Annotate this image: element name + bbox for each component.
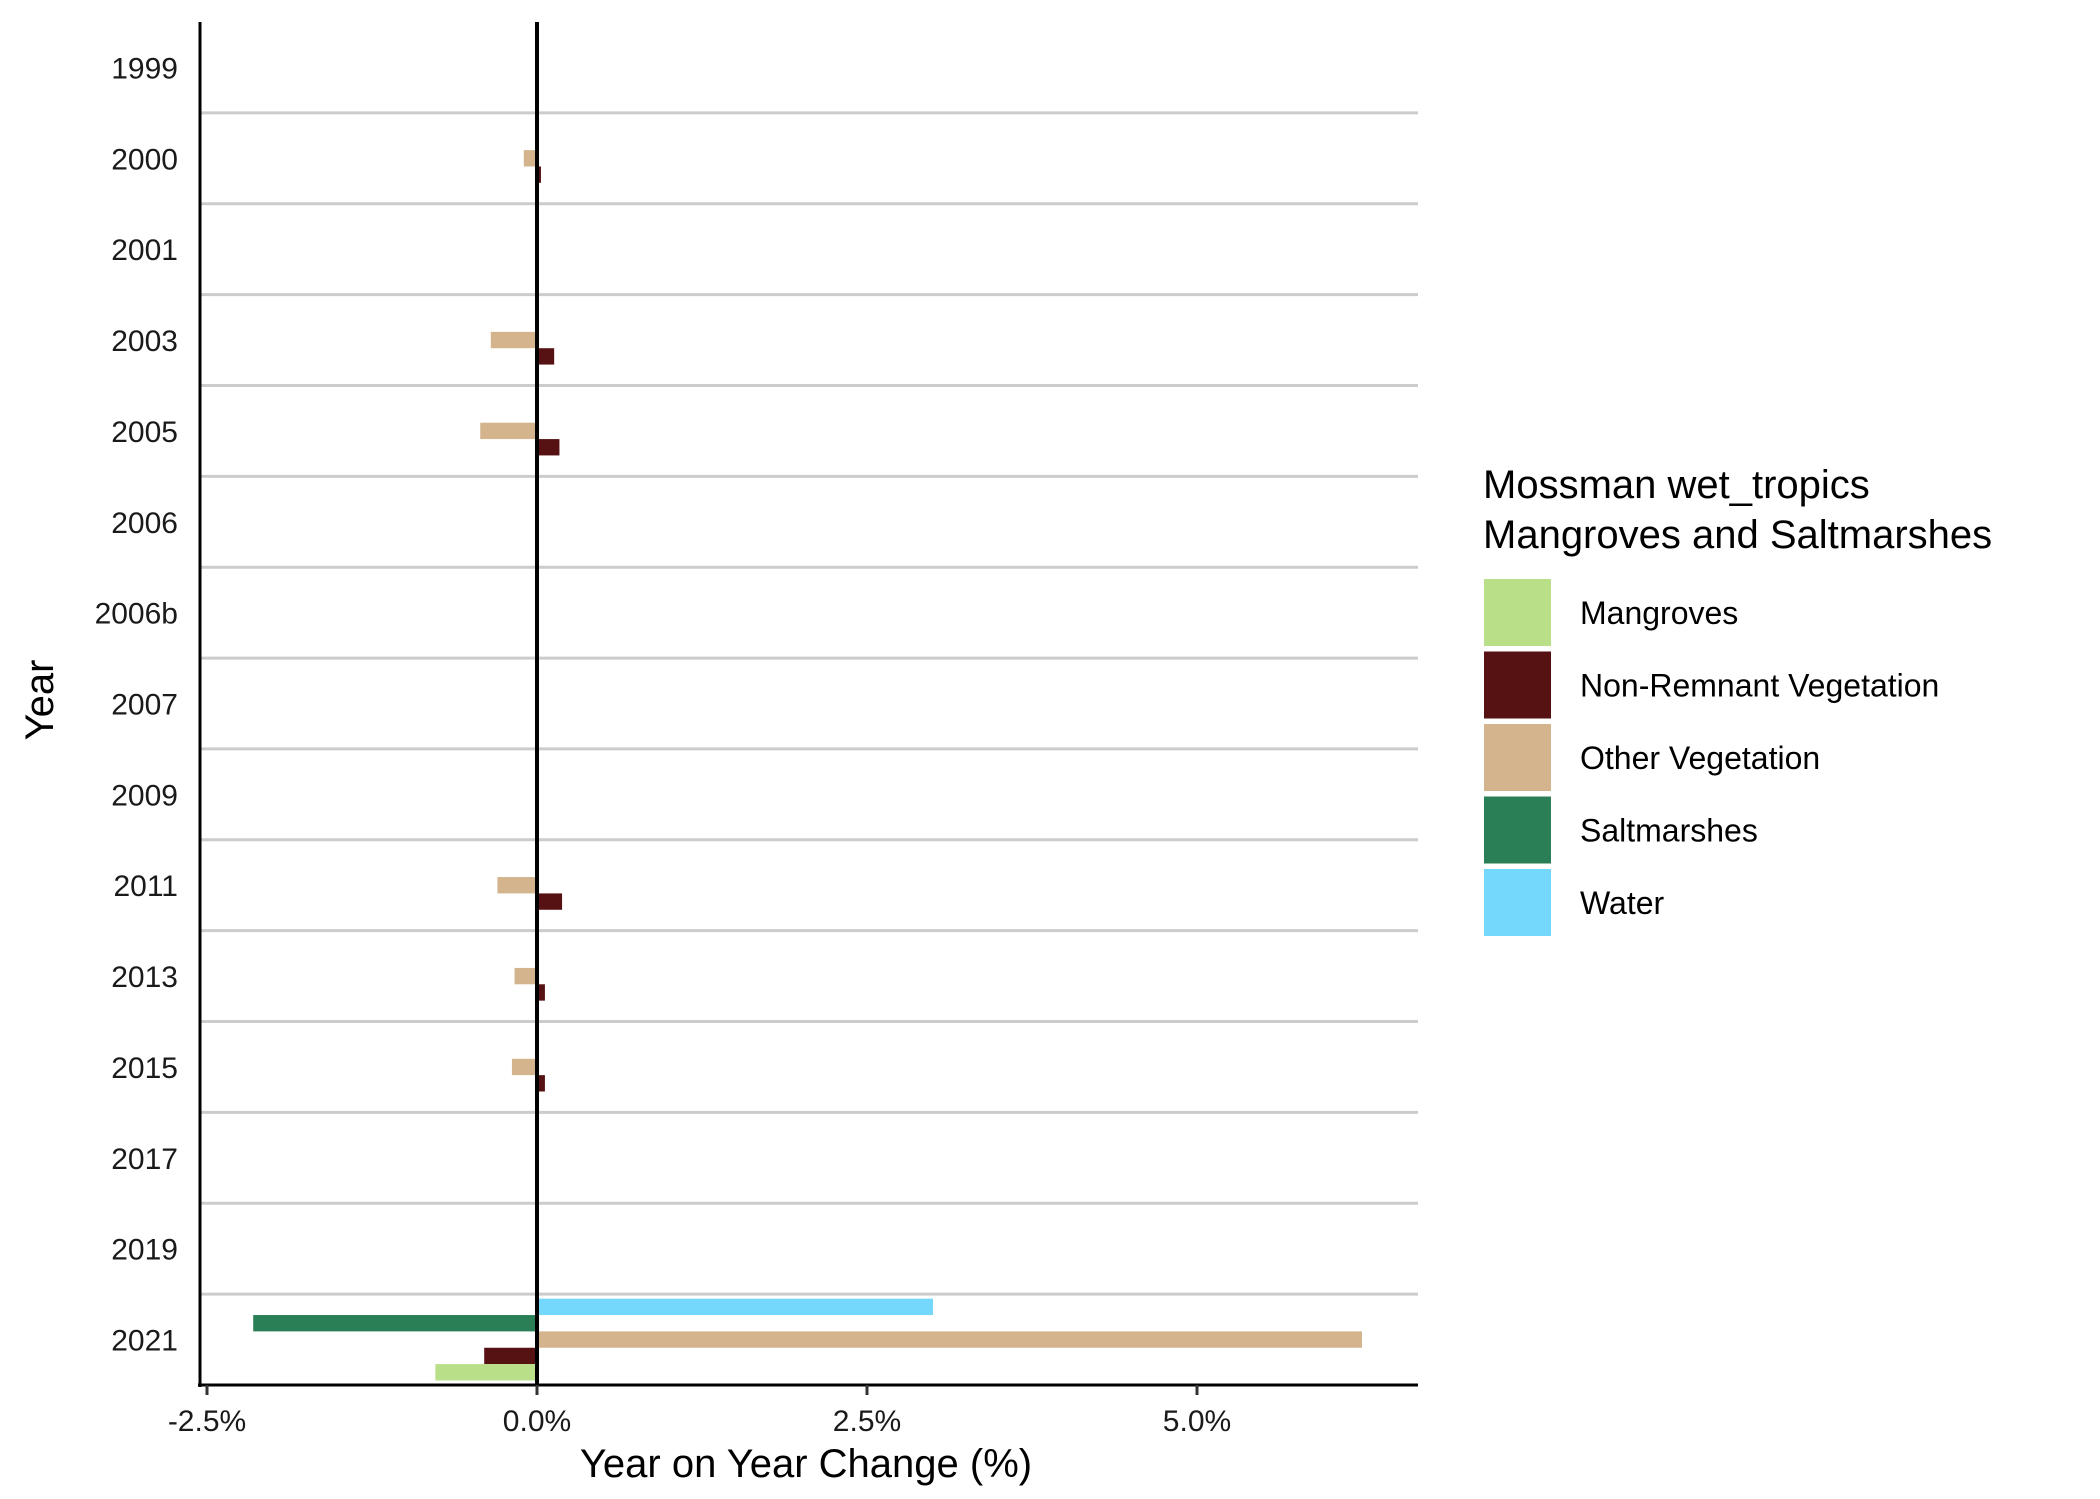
bar-2005-other-vegetation <box>480 422 537 440</box>
x-axis-title: Year on Year Change (%) <box>580 1442 1032 1486</box>
axis-layer: 1999 2000 2001 2003 2005 2006 2006b 2007 2009 201… <box>95 22 1418 1438</box>
x-tick-label: 0.0% <box>503 1405 571 1438</box>
bar-2021-other-vegetation <box>537 1331 1362 1348</box>
y-tick-label: 2005 <box>111 416 178 449</box>
legend-label: Water <box>1580 885 1665 921</box>
y-tick-label: 2006b <box>95 598 178 631</box>
legend-item-other-vegetation: Other Vegetation <box>1482 722 1820 793</box>
legend-title-line-1: Mossman wet_tropics <box>1483 463 1870 507</box>
legend-label: Non-Remnant Vegetation <box>1580 668 1939 704</box>
x-tick-label: 2.5% <box>833 1405 901 1438</box>
legend-title-line-2: Mangroves and Saltmarshes <box>1483 513 1992 557</box>
y-tick-label: 2000 <box>111 143 178 176</box>
bar-2003-non-remnant-vegetation <box>537 348 555 365</box>
bar-layer <box>253 150 1362 1381</box>
legend-label: Other Vegetation <box>1580 740 1820 776</box>
grid-layer <box>200 111 1418 1296</box>
bar-2013-non-remnant-vegetation <box>537 984 545 1001</box>
y-tick-label: 2019 <box>111 1234 178 1267</box>
y-tick-label: 2001 <box>111 234 178 267</box>
y-tick-label: 2011 <box>113 870 178 903</box>
bar-2011-non-remnant-vegetation <box>537 893 563 910</box>
bar-2021-mangroves <box>435 1364 537 1381</box>
y-tick-label: 2013 <box>111 961 178 994</box>
bar-2003-other-vegetation <box>490 331 537 349</box>
bar-2005-non-remnant-vegetation <box>537 439 560 456</box>
legend-items: Mangroves Non-Remnant Vegetation Other Veg… <box>1482 577 1939 938</box>
legend-item-non-remnant-vegetation: Non-Remnant Vegetation <box>1482 649 1939 721</box>
bar-2021-water <box>537 1298 933 1316</box>
legend-item-saltmarshes: Saltmarshes <box>1482 794 1758 866</box>
legend-item-water: Water <box>1482 867 1665 938</box>
legend-label: Saltmarshes <box>1580 813 1758 849</box>
bar-2000-other-vegetation <box>523 150 537 167</box>
y-tick-label: 2009 <box>111 779 178 812</box>
bar-2021-non-remnant-vegetation <box>484 1347 537 1365</box>
y-tick-label: 1999 <box>111 52 178 85</box>
y-tick-label: 2021 <box>111 1325 178 1358</box>
bar-2015-other-vegetation <box>511 1058 537 1076</box>
legend-swatch <box>1482 649 1553 721</box>
y-tick-label: 2003 <box>111 325 178 358</box>
y-tick-label: 2017 <box>111 1143 178 1176</box>
bar-2015-non-remnant-vegetation <box>537 1075 545 1092</box>
bar-2011-other-vegetation <box>497 877 537 894</box>
legend-swatch <box>1482 722 1553 793</box>
y-axis-title: Year <box>18 660 62 741</box>
y-tick-label: 2007 <box>111 689 178 722</box>
legend: Mossman wet_tropics Mangroves and Saltma… <box>1482 463 1992 938</box>
legend-swatch <box>1482 867 1553 938</box>
y-tick-label: 2015 <box>111 1052 178 1085</box>
bar-2021-saltmarshes <box>253 1315 537 1332</box>
legend-label: Mangroves <box>1580 595 1738 631</box>
x-tick-label: 5.0% <box>1163 1405 1231 1438</box>
x-tick-label: -2.5% <box>168 1405 246 1438</box>
y-tick-label: 2006 <box>111 507 178 540</box>
legend-swatch <box>1482 577 1553 648</box>
legend-swatch <box>1482 794 1553 866</box>
legend-item-mangroves: Mangroves <box>1482 577 1738 648</box>
bar-2013-other-vegetation <box>514 967 537 985</box>
